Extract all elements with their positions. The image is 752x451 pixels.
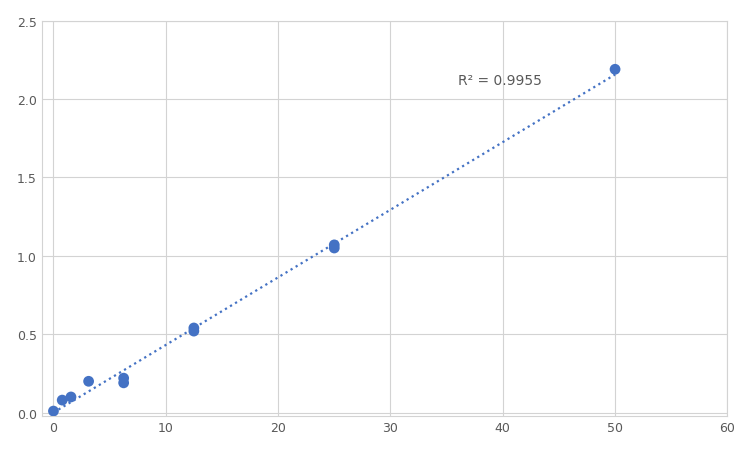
Point bbox=[117, 375, 129, 382]
Point bbox=[328, 245, 340, 252]
Point bbox=[56, 396, 68, 404]
Point bbox=[328, 242, 340, 249]
Point bbox=[188, 328, 200, 335]
Point bbox=[188, 325, 200, 332]
Point bbox=[65, 393, 77, 400]
Point bbox=[83, 378, 95, 385]
Text: R² = 0.9955: R² = 0.9955 bbox=[458, 74, 541, 88]
Point bbox=[117, 379, 129, 387]
Point bbox=[47, 408, 59, 415]
Point bbox=[609, 66, 621, 74]
